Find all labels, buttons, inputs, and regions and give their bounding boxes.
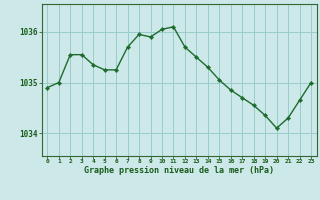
X-axis label: Graphe pression niveau de la mer (hPa): Graphe pression niveau de la mer (hPa) — [84, 166, 274, 175]
